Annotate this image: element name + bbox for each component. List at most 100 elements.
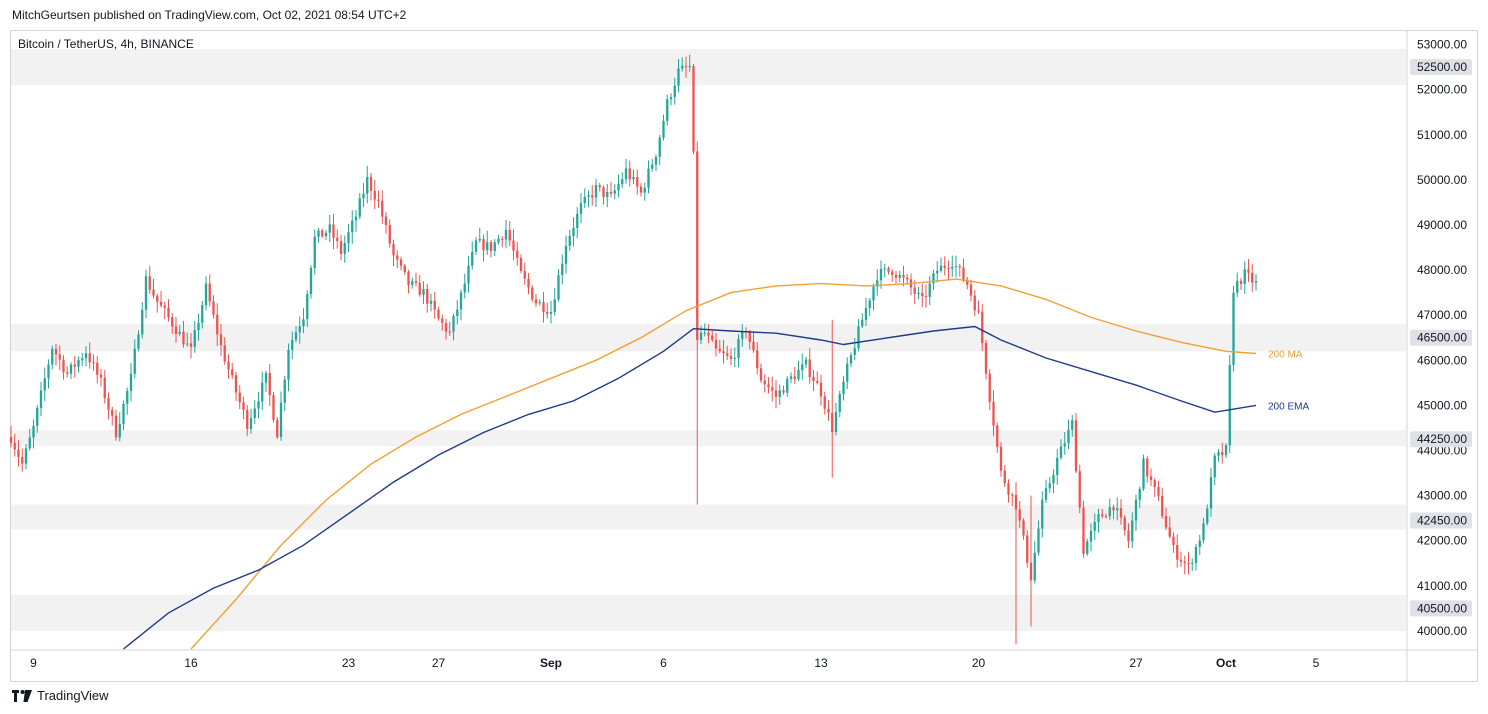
- candle-up: [594, 185, 598, 198]
- candle-down: [111, 409, 114, 416]
- candle-down: [17, 449, 20, 458]
- candle-down: [381, 200, 384, 217]
- candle-down: [1176, 544, 1179, 560]
- time-tick-label: 13: [814, 656, 828, 670]
- candle-up: [129, 373, 133, 391]
- candle-up: [351, 220, 354, 233]
- candle-down: [433, 300, 436, 310]
- candle-down: [1153, 480, 1156, 488]
- candle-up: [1097, 514, 1100, 522]
- candle-up: [24, 448, 28, 464]
- candle-down: [1149, 476, 1153, 481]
- candle-down: [1127, 530, 1130, 542]
- candle-up: [1067, 429, 1070, 444]
- candle-up: [261, 382, 264, 402]
- candle-down: [1239, 280, 1243, 284]
- candle-down: [748, 332, 751, 342]
- candle-down: [996, 425, 999, 447]
- candle-down: [1078, 471, 1081, 508]
- candle-down: [598, 185, 601, 188]
- candle-down: [992, 401, 995, 426]
- candle-up: [617, 183, 620, 191]
- candle-up: [549, 311, 553, 314]
- candle-up: [36, 408, 39, 426]
- candle-up: [456, 309, 459, 317]
- candle-down: [403, 265, 406, 272]
- candle-up: [497, 238, 500, 243]
- candle-down: [392, 243, 395, 256]
- candle-up: [1093, 521, 1096, 531]
- candle-up: [673, 85, 676, 98]
- candle-up: [204, 283, 208, 306]
- ema-200-line: [123, 325, 1257, 650]
- candle-up: [572, 227, 575, 237]
- candle-up: [849, 355, 853, 364]
- price-tick-label: 48000.00: [1417, 263, 1467, 277]
- candle-up: [478, 238, 481, 241]
- candle-up: [366, 177, 369, 194]
- time-axis: 9 16 23 27 Sep 6 13 20 27 Oct 5: [30, 656, 1320, 670]
- candle-down: [321, 230, 324, 237]
- time-tick-label: Sep: [540, 656, 562, 670]
- candle-down: [58, 354, 61, 360]
- candle-down: [148, 276, 151, 290]
- candle-up: [872, 286, 875, 301]
- candle-up: [1217, 452, 1220, 456]
- candle-down: [441, 318, 444, 323]
- candle-down: [73, 364, 76, 367]
- publisher-line: MitchGeurtsen published on TradingView.c…: [12, 8, 407, 22]
- candle-up: [861, 319, 864, 327]
- time-tick-label: 20: [972, 656, 986, 670]
- candle-down: [384, 216, 388, 226]
- candle-up: [1063, 443, 1066, 447]
- candle-down: [812, 376, 815, 381]
- candle-up: [651, 164, 654, 169]
- time-tick-label: Oct: [1216, 656, 1236, 670]
- candle-down: [831, 412, 834, 432]
- candle-up: [613, 190, 616, 194]
- candle-down: [212, 301, 215, 315]
- footer[interactable]: TradingView: [12, 688, 109, 703]
- candle-up: [853, 348, 856, 356]
- candle-up: [898, 275, 901, 278]
- candle-up: [647, 168, 650, 188]
- candle-down: [726, 353, 729, 356]
- candle-up: [561, 263, 564, 276]
- candle-down: [54, 348, 58, 355]
- candle-down: [891, 271, 894, 275]
- candle-up: [302, 319, 305, 327]
- candle-down: [152, 289, 155, 296]
- zone-level-badge: [1410, 600, 1472, 617]
- candle-down: [639, 186, 643, 193]
- candle-up: [951, 266, 954, 269]
- candle-up: [1056, 457, 1059, 475]
- candle-up: [283, 379, 286, 403]
- time-tick-label: 5: [1313, 656, 1320, 670]
- candle-up: [362, 193, 365, 199]
- candle-up: [1059, 446, 1063, 458]
- candles-layer: [9, 54, 1258, 645]
- candle-down: [268, 372, 271, 396]
- candle-up: [1142, 458, 1145, 489]
- candle-down: [189, 343, 193, 347]
- candle-down: [114, 415, 118, 438]
- candle-down: [962, 267, 965, 280]
- candle-down: [1119, 508, 1123, 518]
- price-tick-label: 49000.00: [1417, 218, 1467, 232]
- candle-down: [163, 305, 166, 308]
- candle-up: [354, 216, 358, 221]
- candle-down: [894, 274, 898, 278]
- candle-up: [681, 65, 684, 69]
- candle-up: [429, 300, 433, 304]
- time-tick-label: 9: [30, 656, 37, 670]
- candle-up: [1134, 499, 1138, 521]
- candle-down: [988, 373, 991, 402]
- candle-up: [838, 394, 841, 412]
- candle-up: [264, 372, 268, 383]
- candle-up: [883, 268, 886, 270]
- candle-up: [294, 332, 298, 340]
- candle-up: [932, 273, 935, 284]
- candle-down: [782, 390, 785, 393]
- candle-down: [1123, 517, 1126, 531]
